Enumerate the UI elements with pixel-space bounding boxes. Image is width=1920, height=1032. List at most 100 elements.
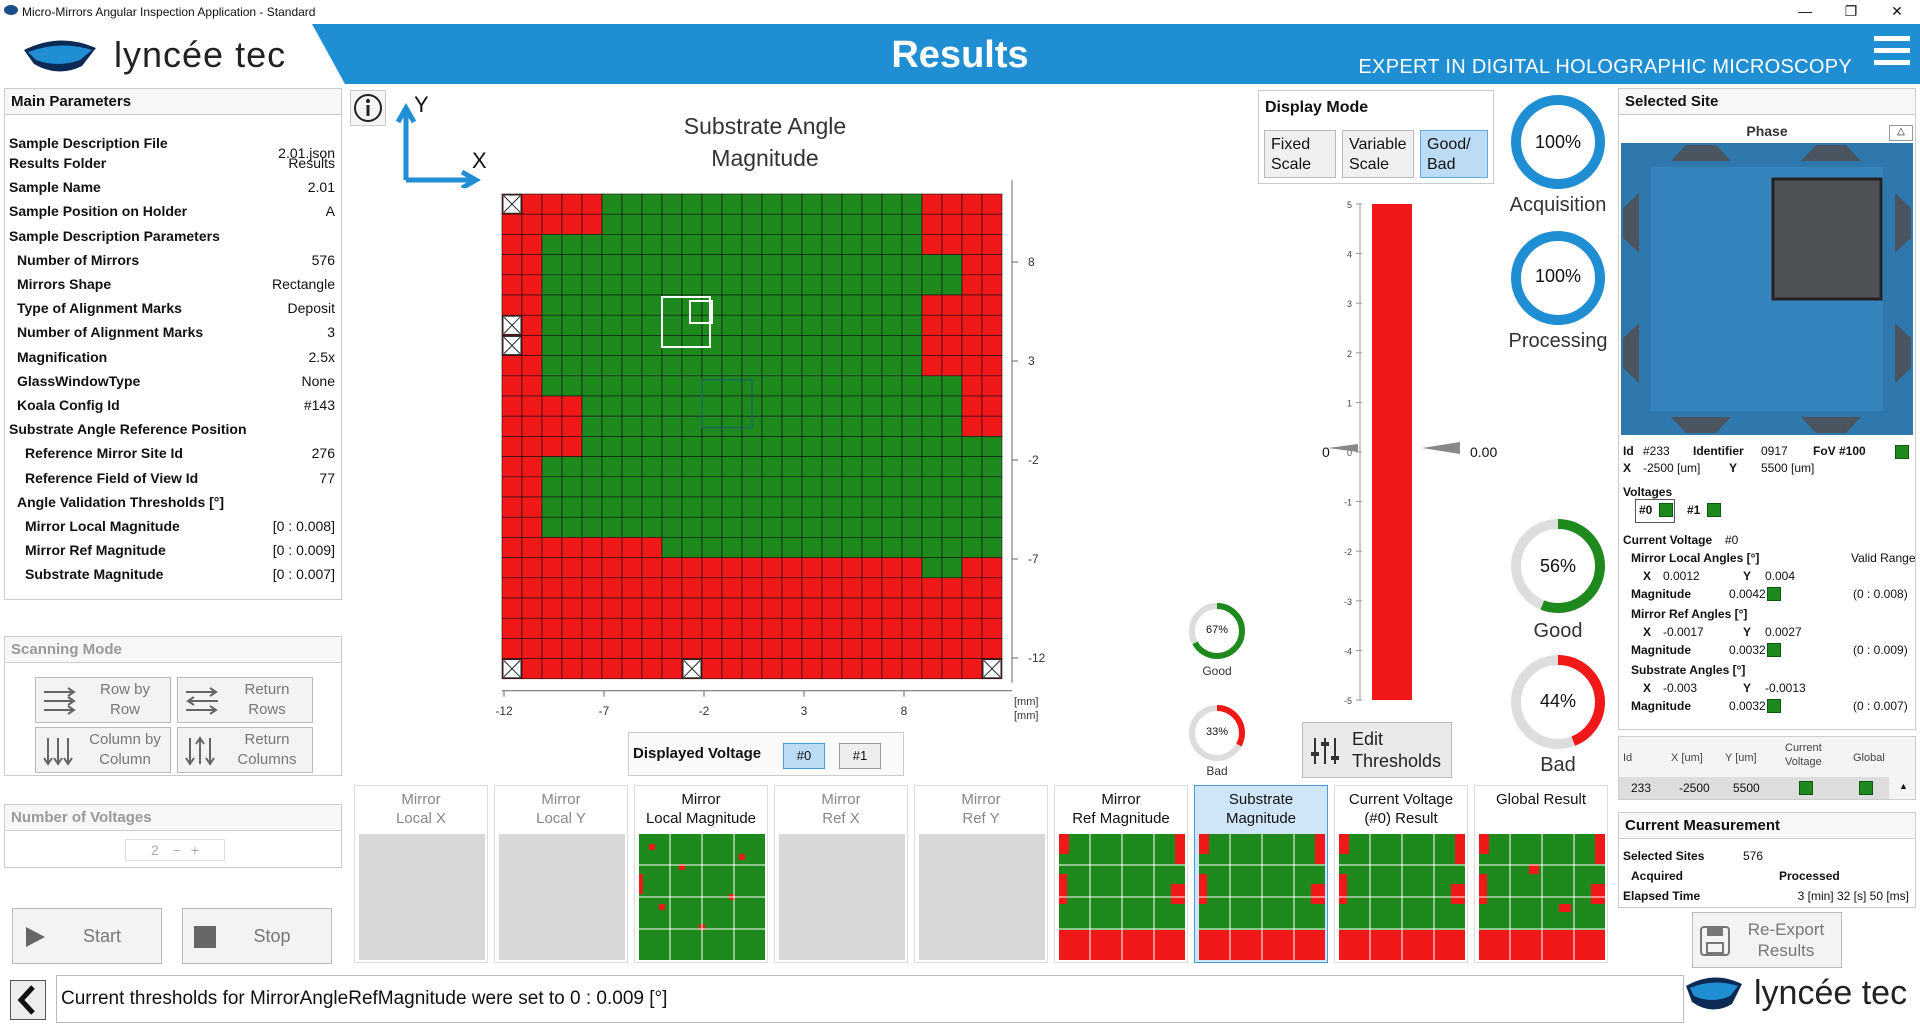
mirror-cell[interactable] [841,557,863,579]
mirror-cell[interactable] [861,537,883,558]
mirror-cell[interactable] [701,658,723,680]
mirror-cell[interactable] [941,193,963,215]
mirror-cell[interactable] [881,597,903,619]
mirror-cell[interactable] [681,496,703,518]
mirror-cell[interactable] [561,537,583,558]
mirror-cell[interactable] [781,456,803,478]
row-by-row-button[interactable]: Row by Row [35,677,171,723]
mirror-cell[interactable] [921,516,943,538]
mirror-cell[interactable] [881,557,903,579]
mirror-cell[interactable] [641,658,663,680]
mirror-cell[interactable] [661,355,683,377]
mirror-cell[interactable] [621,213,643,235]
mirror-cell[interactable] [561,456,583,478]
mirror-cell[interactable] [541,436,563,457]
mirror-cell[interactable] [841,516,863,538]
increment-icon[interactable]: + [190,842,199,858]
mirror-cell[interactable] [721,274,743,296]
mirror-cell[interactable] [741,234,763,255]
mirror-cell[interactable] [601,335,623,356]
mirror-cell[interactable] [901,476,923,498]
mirror-cell[interactable] [821,557,843,579]
mirror-cell[interactable] [541,395,563,417]
mirror-cell[interactable] [841,638,863,659]
mirror-cell[interactable] [841,577,863,599]
mirror-cell[interactable] [821,213,843,235]
mirror-cell[interactable] [861,254,883,276]
mirror-cell[interactable] [961,638,983,659]
mirror-cell[interactable] [641,577,663,599]
mirror-cell[interactable] [801,213,823,235]
mirror-cell[interactable] [681,335,703,356]
mirror-cell[interactable] [521,476,543,498]
mirror-cell[interactable] [721,415,743,437]
mirror-cell[interactable] [681,213,703,235]
mirror-cell[interactable] [861,617,883,639]
mirror-cell[interactable] [841,476,863,498]
mirror-cell[interactable] [521,577,543,599]
mirror-cell[interactable] [521,193,543,215]
mirror-cell[interactable] [581,617,603,639]
mirror-cell[interactable] [861,516,883,538]
mirror-cell[interactable] [961,274,983,296]
mirror-cell[interactable] [801,294,823,316]
mirror-cell[interactable] [641,597,663,619]
mirror-cell[interactable] [601,213,623,235]
mirror-cell[interactable] [701,375,723,397]
mirror-cell[interactable] [941,375,963,397]
mirror-cell[interactable] [761,658,783,680]
mirror-cell[interactable] [961,597,983,619]
mirror-cell[interactable] [901,516,923,538]
mirror-cell[interactable] [721,456,743,478]
mirror-cell[interactable] [561,375,583,397]
mirror-cell[interactable] [761,193,783,215]
mirror-cell[interactable] [941,617,963,639]
mirror-cell[interactable] [681,415,703,437]
mirror-cell[interactable] [821,597,843,619]
mirror-cell[interactable] [801,638,823,659]
mirror-cell[interactable] [681,375,703,397]
mirror-cell[interactable] [821,537,843,558]
mirror-cell[interactable] [901,617,923,639]
mirror-cell[interactable] [521,274,543,296]
mirror-cell[interactable] [981,314,1003,336]
mirror-cell[interactable] [761,456,783,478]
mirror-cell[interactable] [521,294,543,316]
mirror-cell[interactable] [621,314,643,336]
mirror-cell[interactable] [921,496,943,518]
mirror-cell[interactable] [861,557,883,579]
mirror-cell[interactable] [921,375,943,397]
mirror-cell[interactable] [761,617,783,639]
mirror-cell[interactable] [601,355,623,377]
mirror-cell[interactable] [561,617,583,639]
mirror-cell[interactable] [981,274,1003,296]
mirror-cell[interactable] [901,597,923,619]
mirror-cell[interactable] [661,597,683,619]
mirror-cell[interactable] [841,335,863,356]
mirror-cell[interactable] [761,638,783,659]
mirror-cell[interactable] [701,415,723,437]
mirror-cell[interactable] [661,395,683,417]
mirror-cell[interactable] [821,617,843,639]
mirror-cell[interactable] [981,254,1003,276]
stop-button[interactable]: Stop [182,908,332,964]
mirror-cell[interactable] [861,355,883,377]
mirror-cell[interactable] [801,335,823,356]
mirror-cell[interactable] [561,496,583,518]
mirror-cell[interactable] [741,274,763,296]
mirror-cell[interactable] [541,254,563,276]
mirror-cell[interactable] [961,294,983,316]
mirror-cell[interactable] [761,213,783,235]
mirror-cell[interactable] [921,355,943,377]
mirror-cell[interactable] [781,617,803,639]
re-export-results-button[interactable]: Re-Export Results [1692,912,1842,968]
mirror-cell[interactable] [941,335,963,356]
mirror-cell[interactable] [861,234,883,255]
mirror-cell[interactable] [841,193,863,215]
mirror-cell[interactable] [821,254,843,276]
mirror-cell[interactable] [821,456,843,478]
mirror-cell[interactable] [621,456,643,478]
mirror-cell[interactable] [881,355,903,377]
mirror-cell[interactable] [721,213,743,235]
mirror-cell[interactable] [821,658,843,680]
